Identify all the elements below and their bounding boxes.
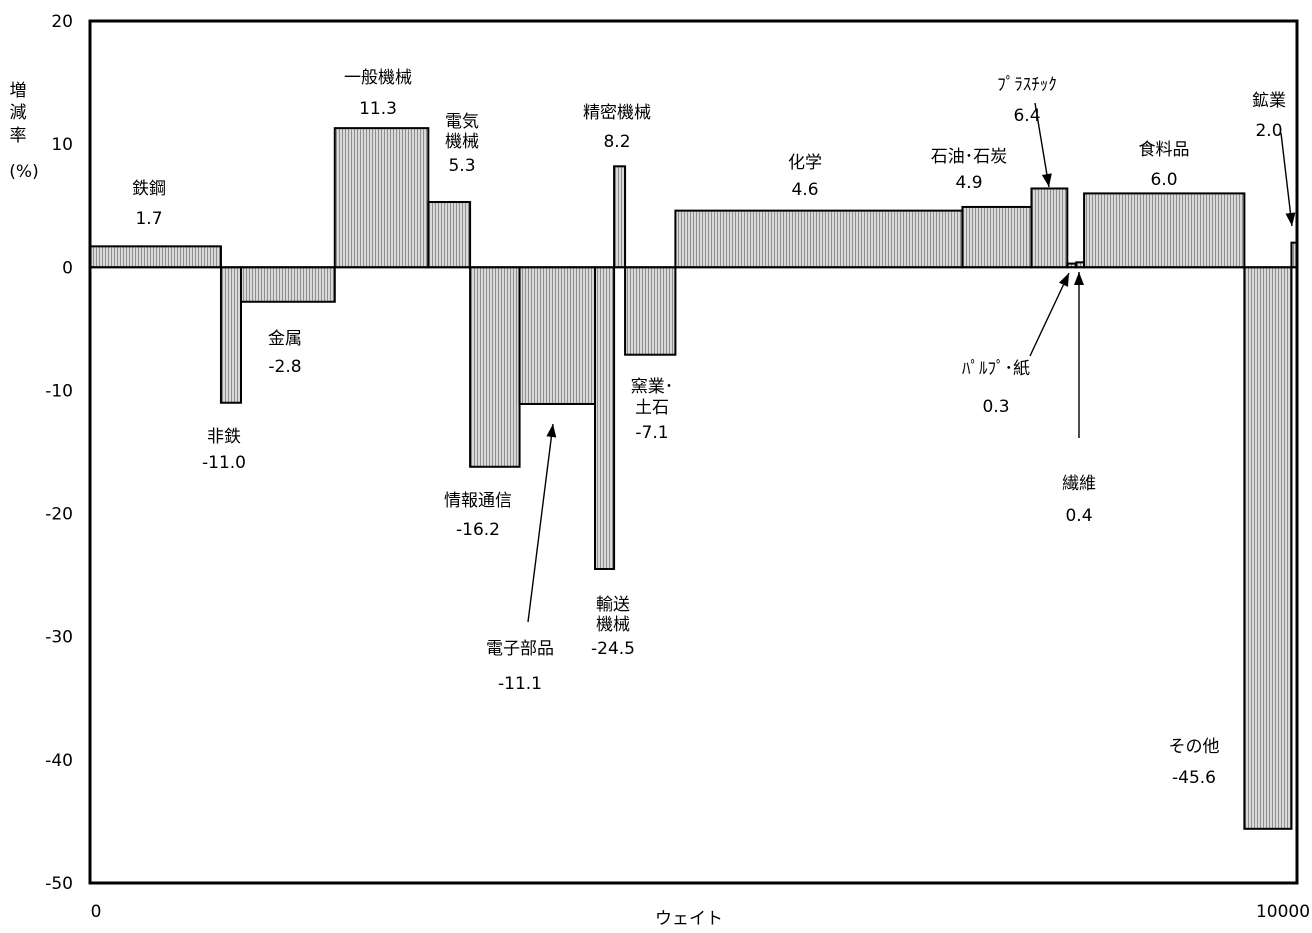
bar-value-label-電気機械: 5.3 bbox=[448, 156, 475, 176]
bar-category-label-繊維: 繊維 bbox=[1062, 474, 1096, 494]
callout-arrow-kogyo bbox=[1280, 132, 1296, 227]
y-axis-ticks: 20 10 0 -10 -20 -30 -40 -50 bbox=[45, 12, 73, 894]
bar-category-label-情報通信: 情報通信 bbox=[444, 491, 512, 511]
y-axis-title-char-3: 率 bbox=[10, 126, 27, 146]
bar-category-label-電気機械-2: 機械 bbox=[445, 132, 479, 152]
bar-category-label-その他: その他 bbox=[1169, 737, 1220, 757]
bar-value-label-化学: 4.6 bbox=[791, 180, 818, 200]
bar-category-label-電気機械-1: 電気 bbox=[445, 112, 479, 132]
bar-category-label-窯業-土石-2: 土石 bbox=[635, 398, 669, 418]
bar-category-label-石油-石炭: 石油･石炭 bbox=[931, 147, 1008, 167]
bar-value-label-鉱業: 2.0 bbox=[1255, 121, 1282, 141]
x-tick-label-start: 0 bbox=[91, 902, 102, 922]
callout-arrows bbox=[527, 102, 1296, 623]
bar-窯業-土石 bbox=[624, 266, 677, 356]
bars-layer bbox=[89, 127, 1298, 830]
callout-arrow-plastic bbox=[1034, 102, 1052, 188]
bar-金属 bbox=[239, 266, 336, 303]
bar-その他 bbox=[1243, 266, 1293, 830]
bar-value-label-鉄鋼: 1.7 bbox=[135, 209, 162, 229]
y-axis-title-char-1: 増 bbox=[10, 81, 27, 101]
bar-category-label-化学: 化学 bbox=[788, 153, 822, 173]
bar-category-label-非鉄: 非鉄 bbox=[207, 427, 241, 447]
x-tick-label-end: 10000 bbox=[1256, 902, 1310, 922]
bar-輸送機械 bbox=[594, 266, 616, 570]
bar-非鉄 bbox=[219, 266, 242, 404]
bar-category-label-プラスチック: ﾌﾟﾗｽﾁｯｸ bbox=[997, 75, 1057, 95]
y-tick-label--20: -20 bbox=[45, 505, 73, 525]
bar-labels: 鉄鋼1.7非鉄-11.0金属-2.8一般機械11.3電気機械5.3情報通信-16… bbox=[132, 68, 1286, 788]
bar-化学 bbox=[674, 209, 964, 269]
y-axis-unit: (%) bbox=[9, 162, 38, 182]
plot-area-frame bbox=[88, 19, 1299, 885]
bar-value-label-プラスチック: 6.4 bbox=[1013, 106, 1040, 126]
y-tick-label-10: 10 bbox=[51, 135, 73, 155]
y-tick-label--50: -50 bbox=[45, 874, 73, 894]
bar-精密機械 bbox=[613, 165, 627, 269]
bar-電気機械 bbox=[427, 201, 472, 269]
bar-情報通信 bbox=[469, 266, 521, 468]
bar-value-label-精密機械: 8.2 bbox=[603, 132, 630, 152]
callout-arrow-pulp-kami bbox=[1029, 272, 1070, 357]
bar-プラスチック bbox=[1030, 187, 1069, 269]
bar-value-label-金属: -2.8 bbox=[268, 357, 301, 377]
bar-category-label-パルプ-紙: ﾊﾟﾙﾌﾟ･紙 bbox=[962, 359, 1030, 379]
bar-category-label-電子部品: 電子部品 bbox=[486, 639, 554, 659]
bar-value-label-電子部品: -11.1 bbox=[498, 674, 542, 694]
bar-value-label-情報通信: -16.2 bbox=[456, 520, 500, 540]
y-tick-label--10: -10 bbox=[45, 381, 73, 401]
bar-value-label-その他: -45.6 bbox=[1172, 768, 1216, 788]
callout-arrow-denshi-buhin bbox=[527, 423, 557, 623]
bar-category-label-窯業-土石-1: 窯業･ bbox=[631, 377, 674, 397]
x-axis-title: ウェイト bbox=[655, 909, 723, 929]
y-tick-label--30: -30 bbox=[45, 628, 73, 648]
bar-value-label-窯業-土石: -7.1 bbox=[635, 423, 668, 443]
y-tick-label-0: 0 bbox=[62, 258, 73, 278]
bar-category-label-輸送機械-1: 輸送 bbox=[596, 595, 630, 615]
bar-value-label-石油-石炭: 4.9 bbox=[955, 173, 982, 193]
bar-食料品 bbox=[1083, 192, 1246, 269]
bar-value-label-食料品: 6.0 bbox=[1150, 170, 1177, 190]
bar-一般機械 bbox=[333, 127, 430, 269]
bar-category-label-金属: 金属 bbox=[268, 329, 302, 349]
bar-value-label-非鉄: -11.0 bbox=[202, 453, 246, 473]
callout-arrow-seni bbox=[1074, 272, 1084, 438]
bar-category-label-鉄鋼: 鉄鋼 bbox=[132, 179, 166, 199]
y-tick-label--40: -40 bbox=[45, 751, 73, 771]
bar-鉄鋼 bbox=[89, 245, 222, 269]
bar-category-label-食料品: 食料品 bbox=[1139, 140, 1190, 160]
bar-category-label-一般機械: 一般機械 bbox=[344, 68, 412, 88]
bar-電子部品 bbox=[518, 266, 597, 405]
bar-石油-石炭 bbox=[961, 205, 1033, 269]
bar-value-label-パルプ-紙: 0.3 bbox=[982, 397, 1009, 417]
y-tick-label-20: 20 bbox=[51, 12, 73, 32]
bar-value-label-輸送機械: -24.5 bbox=[591, 639, 635, 659]
bar-category-label-輸送機械-2: 機械 bbox=[596, 615, 630, 635]
bar-category-label-精密機械: 精密機械 bbox=[583, 103, 651, 123]
bar-value-label-一般機械: 11.3 bbox=[359, 99, 397, 119]
y-axis-title-char-2: 減 bbox=[10, 103, 27, 123]
bar-category-label-鉱業: 鉱業 bbox=[1252, 91, 1286, 111]
bar-value-label-繊維: 0.4 bbox=[1065, 506, 1092, 526]
